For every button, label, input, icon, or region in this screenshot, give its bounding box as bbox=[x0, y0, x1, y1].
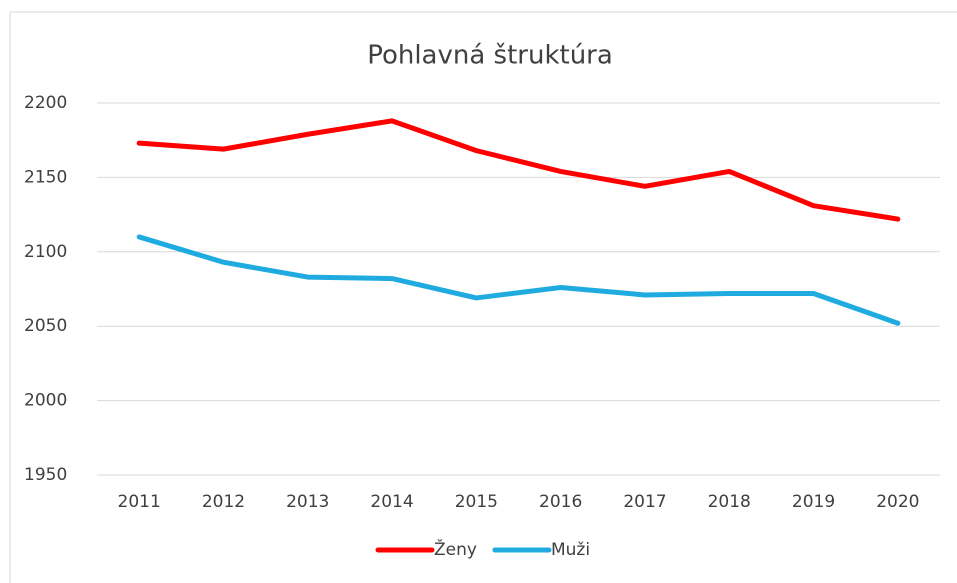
y-tick-label: 2100 bbox=[24, 242, 67, 262]
x-tick-label: 2016 bbox=[539, 492, 582, 512]
x-tick-label: 2019 bbox=[792, 492, 835, 512]
legend-label: Muži bbox=[551, 540, 590, 560]
x-tick-label: 2018 bbox=[708, 492, 751, 512]
y-tick-label: 2050 bbox=[24, 316, 67, 336]
x-tick-label: 2012 bbox=[202, 492, 245, 512]
x-tick-label: 2013 bbox=[286, 492, 329, 512]
line-series bbox=[136, 234, 901, 326]
x-tick-label: 2015 bbox=[455, 492, 498, 512]
line-series bbox=[136, 118, 901, 222]
x-tick-label: 2020 bbox=[876, 492, 919, 512]
chart-title: Pohlavná štruktúra bbox=[367, 41, 613, 71]
x-tick-label: 2014 bbox=[370, 492, 413, 512]
y-tick-label: 2150 bbox=[24, 167, 67, 187]
x-tick-label: 2011 bbox=[118, 492, 161, 512]
y-tick-label: 2000 bbox=[24, 391, 67, 411]
y-tick-label: 2200 bbox=[24, 93, 67, 113]
legend-label: Ženy bbox=[434, 538, 477, 560]
y-tick-label: 1950 bbox=[24, 465, 67, 485]
x-tick-label: 2017 bbox=[623, 492, 666, 512]
